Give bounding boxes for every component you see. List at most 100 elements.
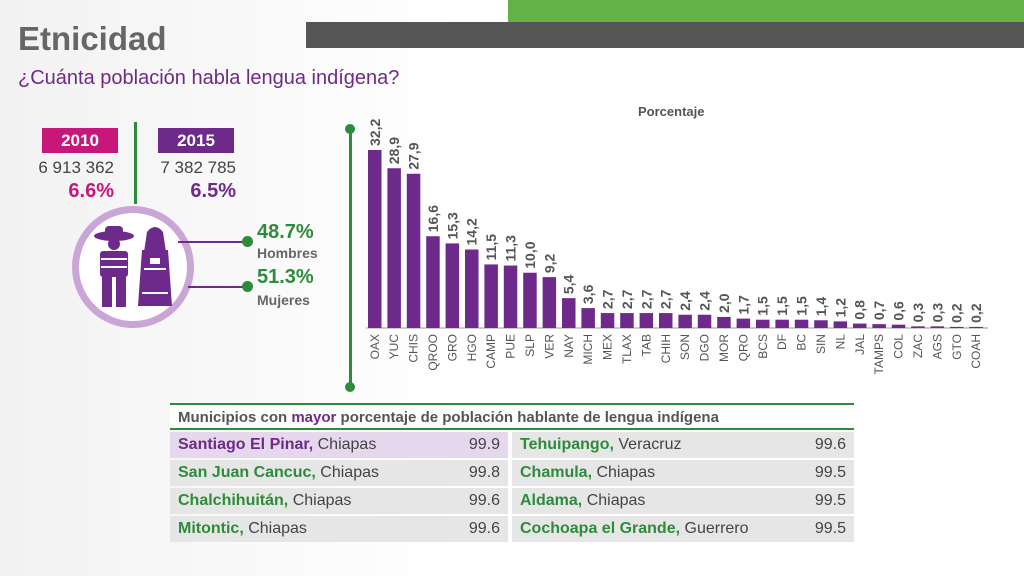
value-label-bcs: 1,5 bbox=[755, 296, 771, 316]
value-label-chis: 27,9 bbox=[406, 142, 422, 169]
men-percent: 48.7% bbox=[257, 221, 314, 243]
category-label-dgo: DGO bbox=[698, 334, 712, 361]
bar-dgo bbox=[697, 314, 712, 328]
category-label-hgo: HGO bbox=[465, 334, 479, 361]
municipio-value: 99.5 bbox=[814, 464, 846, 481]
year-badge-2010: 2010 bbox=[42, 128, 118, 153]
population-2015: 7 382 785 bbox=[160, 158, 236, 177]
bar-df bbox=[775, 319, 789, 328]
page-subtitle: ¿Cuánta población habla lengua indígena? bbox=[18, 67, 400, 89]
state-name: Chiapas bbox=[248, 520, 307, 537]
man-indigenous-icon bbox=[94, 226, 134, 307]
category-label-mor: MOR bbox=[717, 334, 731, 362]
table-header: Municipios con mayor porcentaje de pobla… bbox=[170, 403, 854, 430]
population-2010: 6 913 362 bbox=[38, 158, 114, 177]
value-label-chih: 2,7 bbox=[658, 289, 674, 309]
divider-top-dot bbox=[345, 124, 355, 134]
category-label-qroo: QROO bbox=[426, 334, 440, 371]
value-label-hgo: 14,2 bbox=[464, 218, 480, 245]
woman-indigenous-icon bbox=[138, 227, 172, 306]
value-label-pue: 11,3 bbox=[503, 235, 519, 262]
category-label-col: COL bbox=[892, 334, 906, 359]
value-label-gto: 0,2 bbox=[949, 303, 965, 323]
men-dot bbox=[242, 236, 253, 247]
bar-tab bbox=[639, 313, 654, 328]
bar-hgo bbox=[465, 249, 479, 328]
municipio-value: 99.5 bbox=[814, 492, 846, 509]
category-label-oax: OAX bbox=[368, 334, 382, 359]
table-header-suffix: porcentaje de población hablante de leng… bbox=[340, 409, 719, 426]
municipio-value: 99.8 bbox=[468, 464, 500, 481]
category-label-df: DF bbox=[775, 334, 789, 350]
value-label-bc: 1,5 bbox=[794, 296, 810, 316]
category-label-son: SON bbox=[678, 334, 692, 360]
municipio-name: Santiago El Pinar, bbox=[178, 436, 314, 453]
municipio-name: Chalchihuitán, bbox=[178, 492, 289, 509]
women-label: Mujeres bbox=[257, 292, 310, 308]
category-label-zac: ZAC bbox=[911, 334, 925, 358]
bar-qro bbox=[736, 318, 751, 328]
municipio-name: Chamula, bbox=[520, 464, 593, 481]
category-label-jal: JAL bbox=[853, 334, 867, 355]
value-label-son: 2,4 bbox=[677, 291, 693, 311]
municipio-name: Mitontic, bbox=[178, 520, 244, 537]
men-connector bbox=[178, 241, 246, 243]
value-label-mich: 3,6 bbox=[580, 284, 596, 304]
value-label-oax: 32,2 bbox=[367, 119, 383, 146]
value-label-coah: 0,2 bbox=[968, 303, 984, 323]
bar-ver bbox=[542, 277, 557, 328]
table-header-prefix: Municipios con bbox=[178, 409, 288, 426]
category-label-ver: VER bbox=[542, 334, 556, 359]
bar-nay bbox=[562, 298, 576, 328]
table-cell: Tehuipango, Veracruz 99.6 bbox=[512, 432, 854, 458]
category-label-nl: NL bbox=[833, 334, 847, 350]
year-badge-2015: 2015 bbox=[158, 128, 234, 153]
value-label-slp: 10,0 bbox=[522, 241, 538, 268]
category-label-bcs: BCS bbox=[756, 334, 770, 359]
value-label-mex: 2,7 bbox=[600, 289, 616, 309]
municipio-value: 99.5 bbox=[814, 520, 846, 537]
category-label-mich: MICH bbox=[581, 334, 595, 365]
value-label-jal: 0,8 bbox=[852, 300, 868, 320]
category-label-pue: PUE bbox=[504, 334, 518, 359]
bar-chih bbox=[659, 313, 673, 328]
bar-son bbox=[678, 314, 692, 328]
women-connector bbox=[188, 286, 246, 288]
percent-2015: 6.5% bbox=[190, 180, 236, 202]
category-label-slp: SLP bbox=[523, 334, 537, 357]
bar-bc bbox=[794, 319, 809, 328]
chart-divider-line bbox=[349, 128, 352, 386]
category-label-ags: AGS bbox=[930, 334, 944, 359]
bar-gro bbox=[445, 243, 460, 328]
state-name: Chiapas bbox=[596, 464, 656, 481]
category-label-sin: SIN bbox=[814, 334, 828, 354]
state-name: Chiapas bbox=[317, 436, 377, 453]
value-label-col: 0,6 bbox=[891, 301, 907, 321]
percent-2010: 6.6% bbox=[68, 180, 114, 202]
table-row: Chalchihuitán, Chiapas 99.6 Aldama, Chia… bbox=[170, 486, 854, 514]
bar-zac bbox=[911, 326, 925, 328]
page-title: Etnicidad bbox=[18, 20, 167, 57]
category-label-tab: TAB bbox=[639, 334, 653, 356]
divider-bottom-dot bbox=[345, 382, 355, 392]
table-row: Mitontic, Chiapas 99.6 Cochoapa el Grand… bbox=[170, 514, 854, 542]
state-name: Veracruz bbox=[618, 436, 682, 453]
value-label-mor: 2,0 bbox=[716, 293, 732, 313]
category-label-bc: BC bbox=[795, 334, 809, 351]
municipio-value: 99.6 bbox=[814, 436, 846, 453]
chart-ylabel: Porcentaje bbox=[638, 104, 705, 119]
municipio-value: 99.6 bbox=[468, 520, 500, 537]
municipios-table: Municipios con mayor porcentaje de pobla… bbox=[170, 403, 854, 542]
value-label-qro: 1,7 bbox=[735, 295, 751, 315]
bar-tamps bbox=[872, 324, 886, 328]
gender-circle bbox=[72, 206, 194, 328]
table-cell: Santiago El Pinar, Chiapas 99.9 bbox=[170, 432, 508, 458]
municipio-name: Cochoapa el Grande, bbox=[520, 520, 681, 537]
value-label-ags: 0,3 bbox=[929, 303, 945, 323]
bar-yuc bbox=[387, 168, 401, 328]
bar-oax bbox=[368, 150, 382, 328]
table-cell: San Juan Cancuc, Chiapas 99.8 bbox=[170, 460, 508, 486]
bar-camp bbox=[484, 264, 498, 328]
category-label-coah: COAH bbox=[969, 334, 983, 369]
table-row: Santiago El Pinar, Chiapas 99.9 Tehuipan… bbox=[170, 430, 854, 458]
